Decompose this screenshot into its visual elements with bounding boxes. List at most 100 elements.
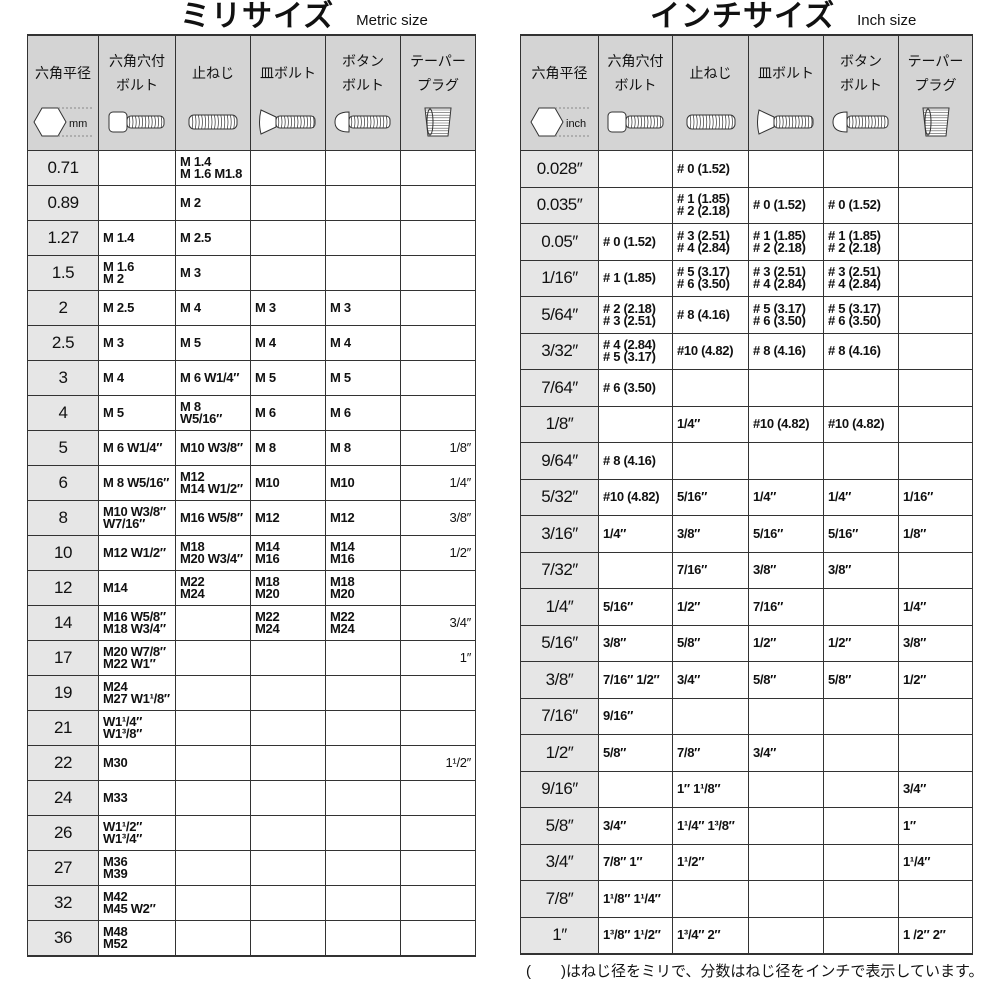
button-head-bolt-cell: M22 M24 [325, 605, 401, 641]
button-head-bolt-cell [325, 885, 401, 921]
set-screw-cell: M 3 [175, 255, 251, 291]
hex-size-cell: 5/16″ [520, 624, 599, 662]
taper-plug-cell [898, 551, 973, 589]
button-head-bolt-cell [823, 770, 899, 808]
header-socket-head-bolt: 六角穴付 ボルト [598, 34, 673, 151]
table-row: 3/32″ # 4 (2.84) # 5 (3.17) #10 (4.82) # 8 … [520, 332, 973, 370]
taper-plug-cell: 1/2″ [898, 661, 973, 699]
taper-plug-cell: 1¹/2″ [400, 745, 476, 781]
table-row: 1/2″ 5/8″ 7/8″ 3/4″ [520, 734, 973, 772]
hex-size-cell: 1/4″ [520, 588, 599, 626]
socket-head-bolt-cell: 9/16″ [598, 697, 673, 735]
button-head-bolt-cell: M12 [325, 500, 401, 536]
flat-head-bolt-cell [748, 442, 824, 480]
flat-head-bolt-icon [252, 102, 325, 142]
hex-size-cell: 1/16″ [520, 259, 599, 297]
taper-plug-cell [400, 780, 476, 816]
table-row: 7/16″ 9/16″ [520, 697, 973, 735]
button-head-bolt-cell [823, 807, 899, 845]
button-head-bolt-cell: M 3 [325, 290, 401, 326]
flat-head-bolt-cell: M 3 [250, 290, 326, 326]
set-screw-cell [175, 640, 251, 676]
button-head-bolt-cell: M 5 [325, 360, 401, 396]
header-socket-head-bolt: 六角穴付 ボルト [98, 34, 176, 151]
socket-head-bolt-icon [600, 102, 672, 142]
flat-head-bolt-cell: # 3 (2.51) # 4 (2.84) [748, 259, 824, 297]
socket-head-bolt-cell [598, 770, 673, 808]
taper-plug-cell: 1¹/4″ [898, 843, 973, 881]
button-head-bolt-cell: M 4 [325, 325, 401, 361]
taper-plug-cell: 1/4″ [400, 465, 476, 501]
table-row: 7/32″ 7/16″ 3/8″ 3/8″ [520, 551, 973, 589]
hex-size-cell: 0.05″ [520, 223, 599, 261]
set-screw-cell [175, 745, 251, 781]
flat-head-bolt-cell [250, 675, 326, 711]
table-row: 7/64″ # 6 (3.50) [520, 369, 973, 407]
socket-head-bolt-cell: M10 W3/8″ W7/16″ [98, 500, 176, 536]
inch-size-table: 六角平径 inch 六角穴付 ボルト 止ねじ 皿ボルト ボタン ボルト テーパー プラグ 0.… [520, 34, 973, 955]
table-row: 1/4″ 5/16″ 1/2″ 7/16″ 1/4″ [520, 588, 973, 626]
set-screw-cell: 1³/4″ 2″ [672, 916, 749, 955]
taper-plug-cell: 1 /2″ 2″ [898, 916, 973, 955]
button-head-bolt-cell: # 3 (2.51) # 4 (2.84) [823, 259, 899, 297]
socket-head-bolt-cell: M33 [98, 780, 176, 816]
table-row: 3/16″ 1/4″ 3/8″ 5/16″ 5/16″ 1/8″ [520, 515, 973, 553]
hex-size-cell: 19 [27, 675, 99, 711]
flat-head-bolt-cell [250, 815, 326, 851]
socket-head-bolt-cell: M 4 [98, 360, 176, 396]
header-set-screw: 止ねじ [672, 34, 749, 151]
taper-plug-cell: 3/4″ [898, 770, 973, 808]
set-screw-cell: M10 W3/8″ [175, 430, 251, 466]
set-screw-cell [672, 369, 749, 407]
button-head-bolt-cell: M10 [325, 465, 401, 501]
table-row: 1/8″ 1/4″ #10 (4.82) #10 (4.82) [520, 405, 973, 443]
flat-head-bolt-cell [250, 640, 326, 676]
taper-plug-cell [898, 369, 973, 407]
set-screw-cell [175, 605, 251, 641]
metric-title-jp: ミリサイズ [180, 0, 335, 33]
header-label: 六角平径 [35, 65, 91, 81]
header-taper-plug: テーパー プラグ [898, 34, 973, 151]
button-head-bolt-cell [325, 675, 401, 711]
hex-size-cell: 3/4″ [520, 843, 599, 881]
flat-head-bolt-cell: M 6 [250, 395, 326, 431]
taper-plug-cell [400, 710, 476, 746]
set-screw-cell: #10 (4.82) [672, 332, 749, 370]
flat-head-bolt-cell [250, 220, 326, 256]
flat-head-bolt-cell: M 5 [250, 360, 326, 396]
table-row: 1.27 M 1.4 M 2.5 [27, 220, 476, 256]
header-label: 皿ボルト [758, 65, 814, 81]
taper-plug-cell [400, 290, 476, 326]
hex-size-cell: 8 [27, 500, 99, 536]
socket-head-bolt-cell: # 4 (2.84) # 5 (3.17) [598, 332, 673, 370]
button-head-bolt-cell [325, 150, 401, 186]
hex-size-cell: 7/16″ [520, 697, 599, 735]
socket-head-bolt-cell [598, 405, 673, 443]
set-screw-cell: M12 M14 W1/2″ [175, 465, 251, 501]
taper-plug-cell [898, 734, 973, 772]
taper-plug-cell [400, 815, 476, 851]
set-screw-cell: 5/8″ [672, 624, 749, 662]
flat-head-bolt-cell: M 4 [250, 325, 326, 361]
hex-size-cell: 7/64″ [520, 369, 599, 407]
hex-size-cell: 6 [27, 465, 99, 501]
flat-head-bolt-cell: 1/4″ [748, 478, 824, 516]
flat-head-bolt-cell: # 8 (4.16) [748, 332, 824, 370]
set-screw-cell [175, 815, 251, 851]
taper-plug-cell [400, 255, 476, 291]
table-row: 0.71 M 1.4 M 1.6 M1.8 [27, 150, 476, 186]
flat-head-bolt-cell [250, 150, 326, 186]
socket-head-bolt-cell [598, 551, 673, 589]
table-row: 5/32″ #10 (4.82) 5/16″ 1/4″ 1/4″ 1/16″ [520, 478, 973, 516]
hex-size-cell: 2 [27, 290, 99, 326]
footnote: ( )はねじ径をミリで、分数はねじ径をインチで表示しています。 [526, 963, 984, 980]
header-label: 止ねじ [192, 65, 234, 81]
table-row: 8 M10 W3/8″ W7/16″ M16 W5/8″ M12 M12 3/8″ [27, 500, 476, 536]
table-row: 22 M30 1¹/2″ [27, 745, 476, 781]
set-screw-cell: 3/8″ [672, 515, 749, 553]
taper-plug-cell [898, 296, 973, 334]
